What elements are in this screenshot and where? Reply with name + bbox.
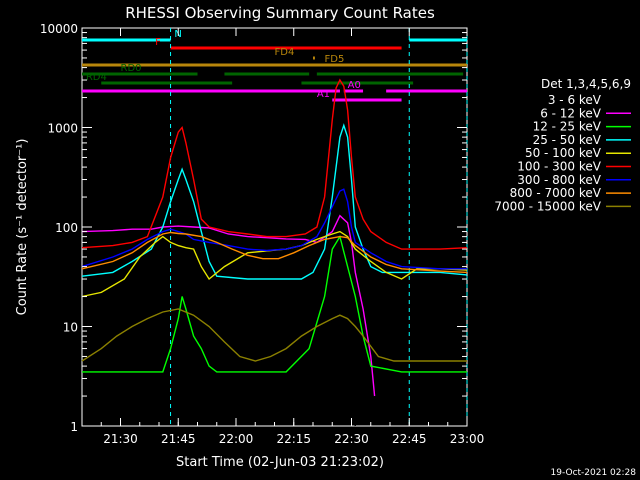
series-line-6 (81, 188, 467, 270)
y-tick-label-0: 1 (70, 420, 78, 434)
legend-label-4: 50 - 100 keV (525, 146, 602, 160)
x-tick-label-1: 21:45 (161, 432, 196, 446)
flag-label-rd0: RD0 (121, 63, 142, 74)
flag-label-f: F (155, 37, 161, 48)
legend-label-3: 25 - 50 keV (533, 133, 602, 147)
legend-label-1: 6 - 12 keV (540, 106, 602, 120)
series-line-0 (185, 213, 356, 427)
y-axis-ticks: 1 10 100 1000 10000 (40, 22, 467, 434)
flag-label-rd4: RD4 (86, 72, 107, 83)
count-rate-series (81, 78, 468, 427)
legend-label-8: 7000 - 15000 keV (494, 199, 601, 213)
x-tick-label-3: 22:15 (276, 432, 311, 446)
x-tick-label-6: 23:00 (450, 432, 485, 446)
y-axis-label: Count Rate (s⁻¹ detector⁻¹) (15, 139, 30, 316)
y-tick-label-1: 10 (63, 321, 78, 335)
series-line-5 (81, 78, 468, 250)
y-tick-label-2: 100 (55, 221, 78, 235)
series-line-7 (81, 231, 468, 274)
x-tick-label-0: 21:30 (103, 432, 138, 446)
flag-label-a0: A0 (348, 80, 361, 91)
legend-label-2: 12 - 25 keV (533, 120, 602, 134)
flag-label-fd5: FD5 (325, 54, 345, 65)
instrument-flags: NFFD4FD5RD0RD4A0A1 (82, 29, 467, 102)
legend-label-5: 100 - 300 keV (517, 160, 601, 174)
x-tick-label-2: 22:00 (219, 432, 254, 446)
legend-label-0: 3 - 6 keV (548, 93, 602, 107)
series-line-1 (81, 214, 376, 397)
legend-label-6: 300 - 800 keV (517, 173, 601, 187)
flag-label-a1: A1 (317, 89, 330, 100)
x-axis-label: Start Time (02-Jun-03 21:23:02) (176, 455, 384, 470)
chart-title: RHESSI Observing Summary Count Rates (125, 4, 435, 22)
x-tick-label-5: 22:45 (392, 432, 427, 446)
generation-timestamp: 19-Oct-2021 02:28 (551, 468, 637, 478)
x-tick-label-4: 22:30 (334, 432, 369, 446)
flag-label-fd4: FD4 (275, 47, 295, 58)
y-tick-label-3: 1000 (47, 122, 78, 136)
x-axis-ticks: 21:30 21:45 22:00 22:15 22:30 22:45 23:00 (81, 28, 485, 446)
flag-dashed-lines (170, 28, 468, 426)
y-tick-label-4: 10000 (40, 22, 78, 36)
legend-label-7: 800 - 7000 keV (510, 186, 602, 200)
series-line-8 (81, 308, 467, 362)
legend-title: Det 1,3,4,5,6,9 (541, 77, 631, 91)
